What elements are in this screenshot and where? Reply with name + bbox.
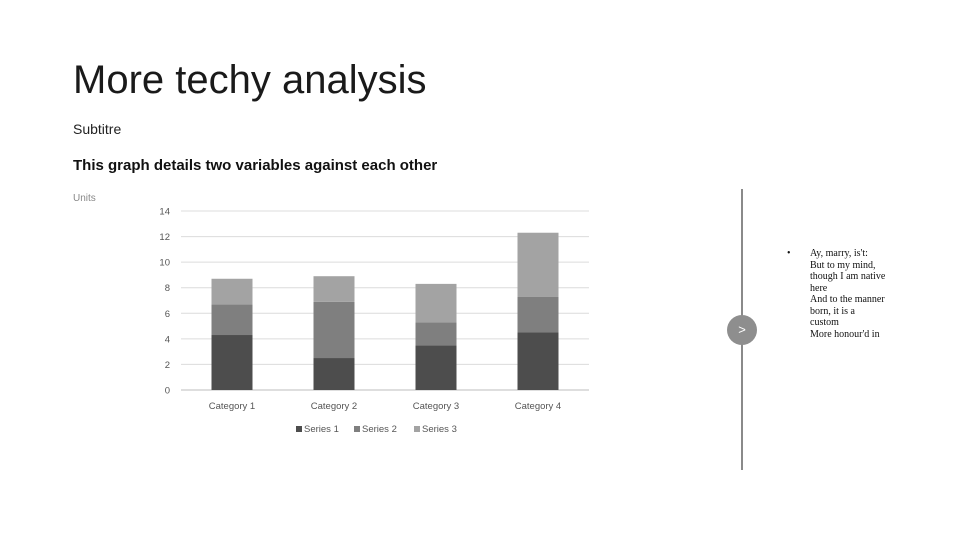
legend-label: Series 1: [304, 424, 339, 435]
chart-heading: This graph details two variables against…: [73, 157, 438, 174]
bar-segment: [415, 322, 457, 346]
bar-segment: [211, 278, 253, 305]
quote-line: And to the manner: [810, 294, 885, 305]
legend-swatch: [414, 426, 420, 432]
quote-line: born, it is a: [810, 305, 855, 317]
bar-segment: [313, 276, 355, 302]
quote-line: here: [810, 282, 828, 294]
bar-segment: [517, 232, 559, 297]
quote-line: But to my mind,: [810, 259, 876, 271]
slide-subtitle: Subtitre: [73, 121, 122, 137]
bar-segment: [313, 301, 355, 359]
y-axis-label: Units: [73, 193, 96, 204]
bar-segment: [211, 335, 253, 390]
bar-segment: [517, 296, 559, 333]
y-tick-label: 2: [165, 360, 170, 371]
legend-label: Series 2: [362, 424, 397, 435]
y-tick-label: 12: [159, 232, 170, 243]
y-tick-label: 0: [165, 386, 170, 397]
x-tick-label: Category 3: [413, 401, 459, 412]
quote-line: though I am native: [810, 271, 886, 282]
x-tick-label: Category 2: [311, 401, 357, 412]
bar-segment: [211, 304, 253, 336]
bar-segment: [415, 345, 457, 390]
y-tick-label: 8: [165, 283, 170, 294]
bar-segment: [415, 283, 457, 323]
legend-swatch: [296, 426, 302, 432]
quote-line: More honour'd in: [810, 328, 880, 340]
x-tick-label: Category 4: [515, 401, 561, 412]
slide-title: More techy analysis: [73, 58, 427, 102]
quote-lines: Ay, marry, is't: But to my mind, though I …: [810, 248, 912, 340]
y-tick-label: 4: [165, 334, 170, 345]
chevron-right-icon: >: [738, 322, 746, 337]
legend-label: Series 3: [422, 424, 457, 435]
legend-swatch: [354, 426, 360, 432]
bullet-icon: •: [787, 248, 791, 259]
y-tick-label: 6: [165, 309, 170, 320]
bar-segment: [517, 332, 559, 390]
y-tick-label: 14: [159, 207, 170, 218]
x-tick-label: Category 1: [209, 401, 255, 412]
y-tick-label: 10: [159, 258, 170, 269]
quote-line: custom: [810, 317, 839, 328]
next-arrow-button[interactable]: >: [727, 315, 757, 345]
bar-segment: [313, 358, 355, 390]
quote-text-box: • Ay, marry, is't: But to my mind, though …: [787, 248, 912, 340]
quote-line: Ay, marry, is't:: [810, 248, 868, 259]
